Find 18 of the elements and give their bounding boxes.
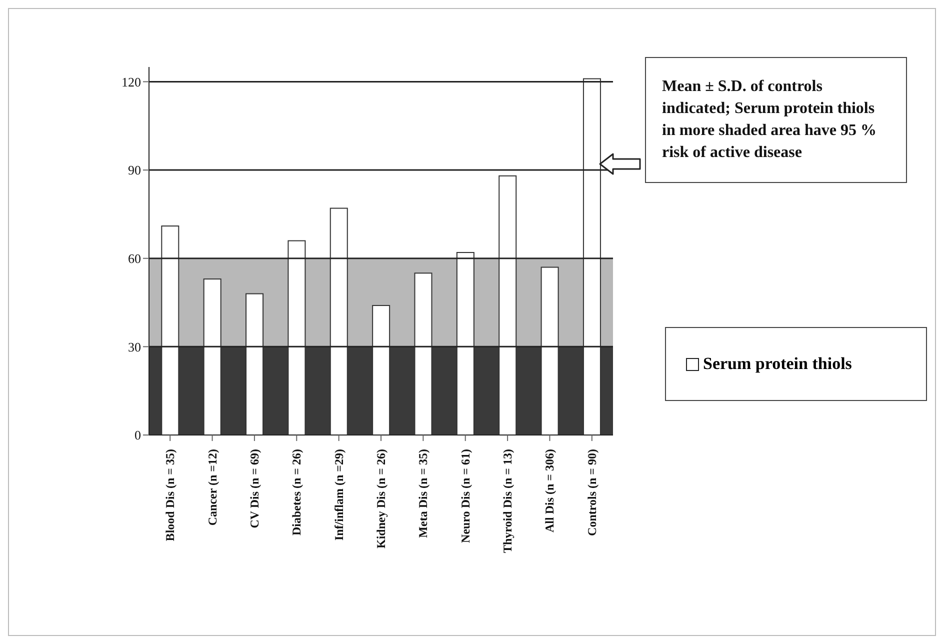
x-tick-label: Blood Dis (n = 35) bbox=[163, 449, 178, 542]
x-tick-label: CV Dis (n = 69) bbox=[247, 449, 262, 528]
x-tick-label: Meta Dis (n = 35) bbox=[416, 449, 430, 538]
x-tick-label: All Dis (n = 306) bbox=[542, 449, 557, 533]
x-tick-label: Diabetes (n = 26) bbox=[290, 449, 304, 536]
y-tick-label: 120 bbox=[122, 74, 141, 90]
text: Serum protein thiols bbox=[703, 354, 852, 374]
x-tick-label: Thyroid Dis (n = 13) bbox=[500, 448, 515, 553]
y-tick-label: 30 bbox=[128, 339, 141, 354]
x-tick-label: Neuro Dis (n = 61) bbox=[458, 449, 472, 543]
x-tick-label: Inf/inflam (n =29) bbox=[332, 449, 346, 541]
x-tick-label: Cancer (n =12) bbox=[205, 449, 220, 526]
y-tick-label: 0 bbox=[134, 428, 141, 443]
y-tick-label: 90 bbox=[128, 162, 141, 178]
x-tick-label: Controls (n = 90) bbox=[584, 448, 599, 536]
y-tick-label: 60 bbox=[128, 250, 141, 266]
text: Mean ± S.D. of controls indicated; Serum protein thiols in more shaded area have 95 % risk of active disease bbox=[645, 57, 907, 183]
x-tick-label: Kidney Dis (n = 26) bbox=[374, 448, 388, 549]
